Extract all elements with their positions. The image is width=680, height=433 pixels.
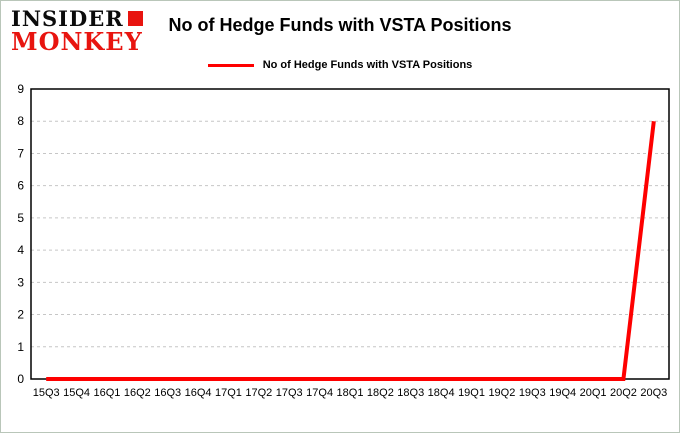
x-tick-label: 15Q3 (33, 387, 60, 399)
y-tick-label: 4 (17, 243, 24, 257)
x-tick-label: 19Q2 (488, 387, 515, 399)
y-tick-label: 9 (17, 82, 24, 96)
x-tick-label: 15Q4 (63, 387, 90, 399)
x-tick-label: 19Q1 (458, 387, 485, 399)
legend-line-swatch (207, 63, 254, 67)
x-tick-label: 18Q2 (367, 387, 394, 399)
x-tick-label: 16Q3 (154, 387, 181, 399)
y-tick-label: 1 (17, 340, 24, 354)
y-tick-label: 0 (17, 372, 24, 386)
x-tick-label: 17Q4 (306, 387, 333, 399)
x-tick-label: 16Q1 (93, 387, 120, 399)
x-tick-label: 16Q4 (185, 387, 212, 399)
x-tick-label: 18Q4 (428, 387, 455, 399)
x-tick-label: 19Q4 (549, 387, 576, 399)
x-tick-label: 20Q1 (580, 387, 607, 399)
y-tick-label: 8 (17, 114, 24, 128)
x-tick-label: 18Q1 (337, 387, 364, 399)
series-line (46, 120, 656, 381)
x-tick-label: 16Q2 (124, 387, 151, 399)
x-tick-label: 17Q1 (215, 387, 242, 399)
x-tick-label: 20Q2 (610, 387, 637, 399)
chart-title: No of Hedge Funds with VSTA Positions (168, 15, 512, 35)
legend-label: No of Hedge Funds with VSTA Positions (262, 59, 473, 71)
y-tick-label: 5 (17, 211, 24, 225)
x-tick-label: 19Q3 (519, 387, 546, 399)
logo-insider-text: INSIDER (11, 6, 124, 31)
x-tick-label: 18Q3 (397, 387, 424, 399)
plot-border (30, 88, 670, 380)
insider-monkey-logo: INSIDER MONKEY (11, 8, 143, 54)
logo-monkey-text: MONKEY (11, 27, 143, 56)
x-tick-label: 17Q3 (276, 387, 303, 399)
y-tick-label: 2 (17, 308, 24, 322)
chart-legend: No of Hedge Funds with VSTA Positions (1, 59, 679, 71)
x-tick-label: 20Q3 (640, 387, 667, 399)
logo-red-mark-icon (127, 11, 143, 26)
y-tick-label: 6 (17, 179, 24, 193)
y-tick-label: 3 (17, 275, 24, 289)
y-tick-label: 7 (17, 146, 24, 160)
x-tick-label: 17Q2 (245, 387, 272, 399)
